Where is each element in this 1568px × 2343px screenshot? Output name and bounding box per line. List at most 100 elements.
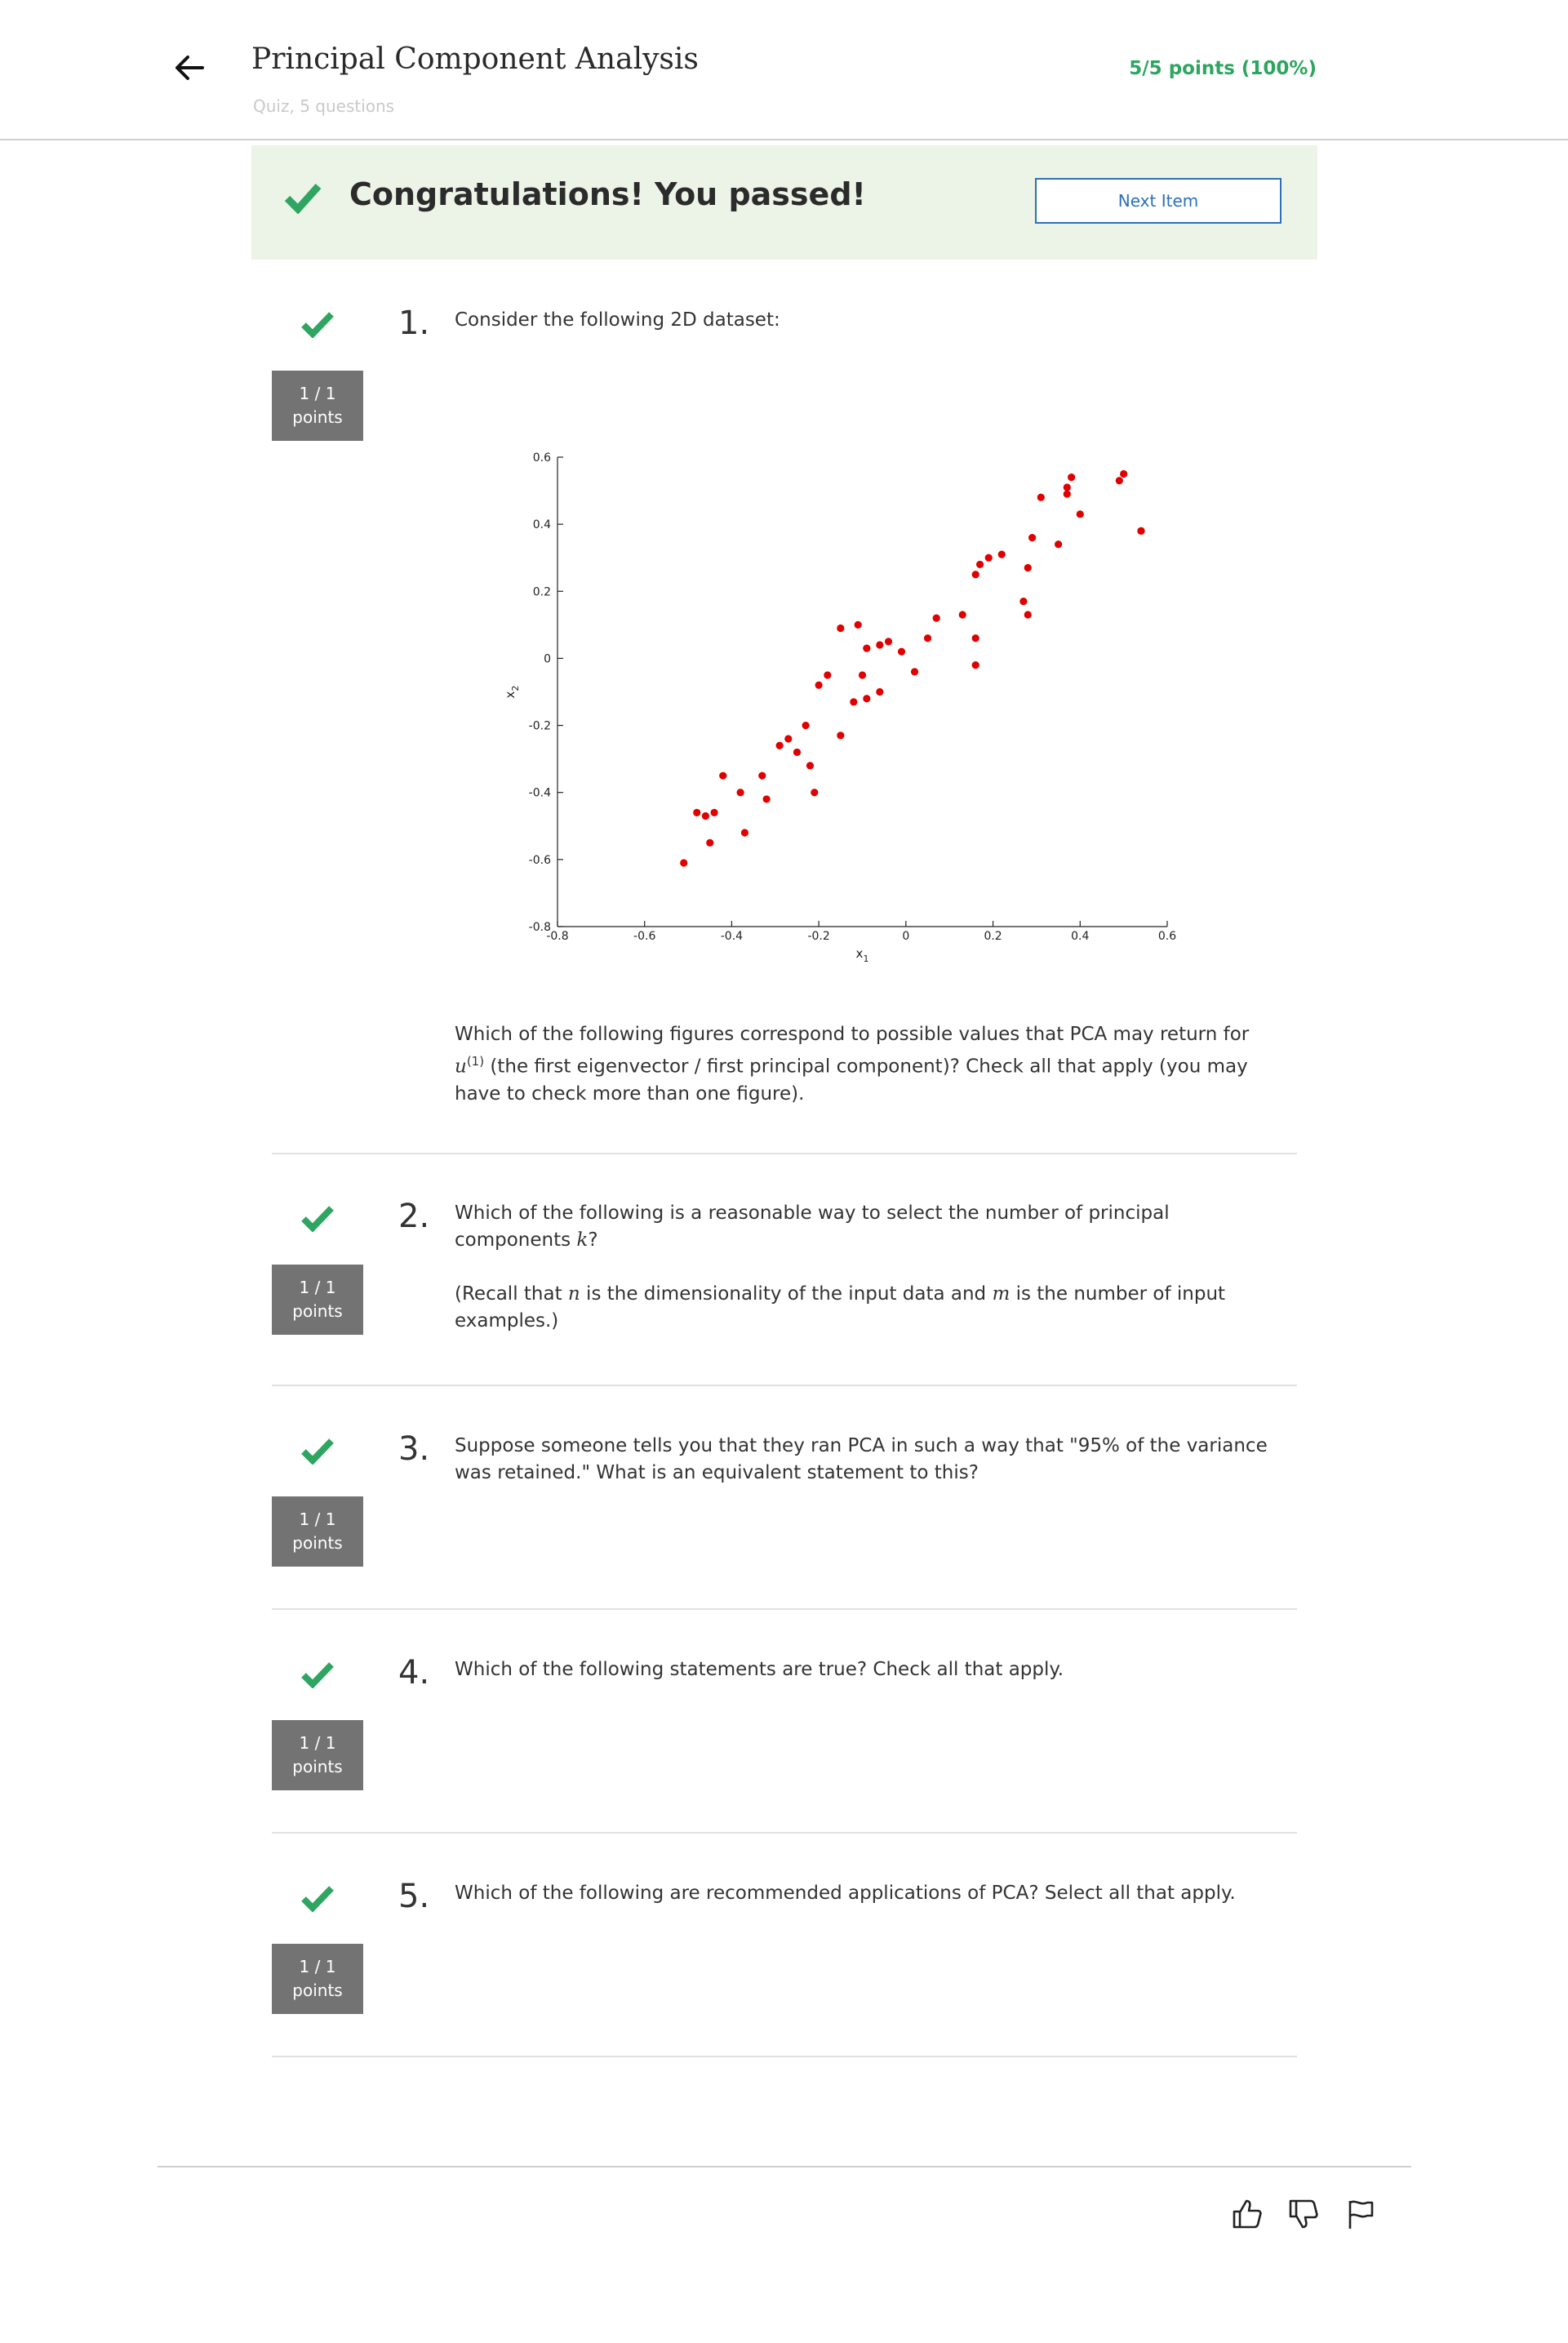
data-point (971, 661, 979, 669)
chart-points (680, 469, 1145, 867)
data-point (884, 638, 893, 646)
data-point (706, 838, 714, 847)
x-tick-label: -0.6 (633, 930, 655, 943)
page-title: Principal Component Analysis (251, 42, 699, 76)
data-point (971, 571, 979, 579)
score-summary: 5/5 points (100%) (1129, 58, 1317, 79)
data-point (815, 681, 823, 689)
question-number: 4. (398, 1654, 430, 1692)
question-divider (272, 1608, 1297, 1610)
prompt-text-end: (the first eigenvector / first principal… (455, 1056, 1248, 1105)
data-point (932, 614, 940, 622)
question-text: Which of the following are recommended a… (455, 1883, 1236, 1904)
x-axis-title: x1 (856, 946, 869, 964)
y-tick-label: 0.4 (533, 518, 551, 531)
y-tick-label: 0 (544, 652, 551, 665)
data-point (850, 698, 858, 706)
data-point (897, 647, 906, 656)
data-point (923, 634, 932, 642)
data-point (997, 550, 1006, 558)
thumbs-down-icon[interactable] (1286, 2196, 1321, 2232)
note-text: is the number of input examples.) (455, 1283, 1226, 1332)
x-tick-label: -0.8 (546, 930, 568, 943)
data-point (1076, 510, 1084, 518)
points-value: 1 / 1 (299, 384, 336, 403)
question-divider (272, 2056, 1297, 2057)
points-unit: points (292, 1757, 343, 1776)
points-unit: points (292, 407, 343, 427)
data-point (837, 624, 845, 633)
data-point (910, 668, 919, 676)
question-intro: Consider the following 2D dataset: (455, 309, 780, 331)
question-divider (272, 1832, 1297, 1834)
data-point (1063, 490, 1071, 498)
data-point (824, 671, 832, 679)
y-tick-label: 0.2 (533, 585, 551, 598)
data-point (876, 687, 884, 696)
x-tick-label: 0 (902, 930, 909, 943)
points-badge: 1 / 1 points (272, 1720, 363, 1790)
scatter-chart: -0.8 -0.6 -0.4 -0.2 0 0.2 0.4 0.6 -0.8 -0.6 -0.4 -0… (503, 451, 1176, 964)
points-unit: points (292, 1533, 343, 1553)
question-line-end: ? (588, 1229, 598, 1251)
data-point (1037, 493, 1045, 501)
question-text: Which of the following is a reasonable w… (455, 1200, 1271, 1254)
data-point (1068, 473, 1076, 482)
note-text: is the dimensionality of the input data … (580, 1283, 993, 1305)
data-point (971, 634, 979, 642)
header-divider (0, 139, 1568, 140)
data-point (863, 644, 871, 652)
data-point (793, 748, 802, 757)
points-value: 1 / 1 (299, 1509, 336, 1529)
data-point (762, 795, 771, 803)
question-line: Which of the following is a reasonable w… (455, 1203, 1170, 1251)
note-text: (Recall that (455, 1283, 568, 1305)
question-note: (Recall that n is the dimensionality of … (455, 1281, 1271, 1335)
data-point (719, 771, 727, 780)
data-point (837, 731, 845, 740)
data-point (1019, 598, 1028, 606)
question-divider (272, 1385, 1297, 1386)
data-point (1055, 540, 1063, 549)
question-text: Suppose someone tells you that they ran … (455, 1435, 1268, 1483)
data-point (1063, 483, 1071, 491)
prompt-text: Which of the following figures correspon… (455, 1024, 1250, 1045)
back-arrow-icon[interactable] (170, 47, 211, 88)
data-point (693, 808, 701, 816)
points-badge: 1 / 1 points (272, 1496, 363, 1567)
footer-divider (158, 2166, 1411, 2167)
x-tick-label: 0.4 (1071, 930, 1089, 943)
data-point (876, 641, 884, 649)
thumbs-up-icon[interactable] (1229, 2196, 1265, 2232)
variable-m: m (992, 1283, 1011, 1305)
variable-n: n (567, 1283, 580, 1305)
data-point (758, 771, 766, 780)
points-badge: 1 / 1 points (272, 371, 363, 441)
check-icon (301, 1662, 334, 1688)
question-number: 1. (398, 305, 430, 342)
prompt-superscript: (1) (466, 1054, 485, 1069)
data-point (1024, 611, 1032, 619)
points-value: 1 / 1 (299, 1957, 336, 1976)
data-point (775, 741, 784, 749)
data-point (858, 671, 867, 679)
data-point (784, 735, 793, 743)
data-point (854, 620, 862, 629)
x-tick-label: 0.6 (1158, 930, 1176, 943)
flag-icon[interactable] (1343, 2196, 1379, 2232)
check-icon (301, 312, 334, 338)
x-tick-label: 0.2 (984, 930, 1002, 943)
x-tick-label: -0.4 (721, 930, 743, 943)
data-point (680, 859, 688, 867)
page-subtitle: Quiz, 5 questions (253, 96, 395, 116)
y-axis-title: x2 (503, 686, 521, 699)
question-text: Which of the following statements are tr… (455, 1659, 1064, 1680)
data-point (802, 721, 810, 730)
x-tick-label: -0.2 (807, 930, 829, 943)
check-icon (301, 1438, 334, 1465)
data-point (811, 789, 819, 797)
points-badge: 1 / 1 points (272, 1265, 363, 1335)
next-item-button[interactable]: Next Item (1035, 178, 1281, 224)
question-number: 2. (398, 1198, 430, 1235)
y-tick-label: -0.6 (529, 854, 551, 867)
